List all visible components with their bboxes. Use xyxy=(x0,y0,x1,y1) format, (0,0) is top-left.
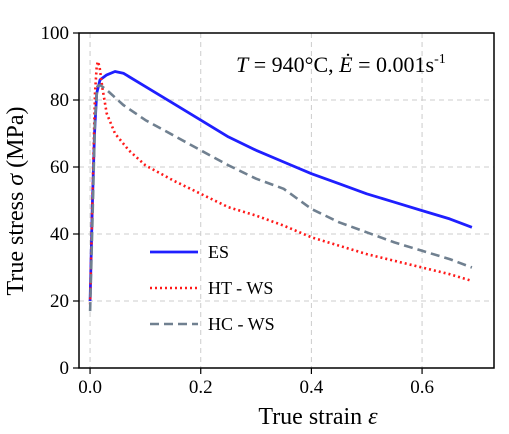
legend-label: ES xyxy=(208,242,229,262)
y-tick-label: 40 xyxy=(50,224,69,245)
plot-frame xyxy=(78,32,495,369)
grid xyxy=(79,33,494,368)
axis-ticks: 0.0 0.2 0.4 0.6 0 20 40 60 80 100 xyxy=(41,23,434,398)
y-tick-label: 80 xyxy=(50,90,69,111)
x-tick-label: 0.2 xyxy=(189,377,213,398)
y-tick-label: 60 xyxy=(50,157,69,178)
legend: ES HT - WS HC - WS xyxy=(150,242,275,334)
annotation-conditions: T = 940°C, Ė = 0.001s-1 xyxy=(236,52,446,77)
legend-label: HT - WS xyxy=(208,278,273,298)
series-line xyxy=(88,70,473,302)
series-line xyxy=(88,83,473,312)
y-tick-label: 0 xyxy=(60,358,70,379)
x-tick-label: 0.0 xyxy=(78,377,102,398)
series-line xyxy=(88,60,473,305)
y-axis-label: True stress σ (MPa) xyxy=(3,107,29,296)
plot-curves xyxy=(88,60,473,312)
legend-label: HC - WS xyxy=(208,314,275,334)
y-tick-label: 20 xyxy=(50,291,69,312)
x-tick-label: 0.6 xyxy=(410,377,434,398)
x-axis-label: True strain ε xyxy=(258,404,378,430)
x-tick-label: 0.4 xyxy=(300,377,324,398)
y-tick-label: 100 xyxy=(41,23,70,44)
